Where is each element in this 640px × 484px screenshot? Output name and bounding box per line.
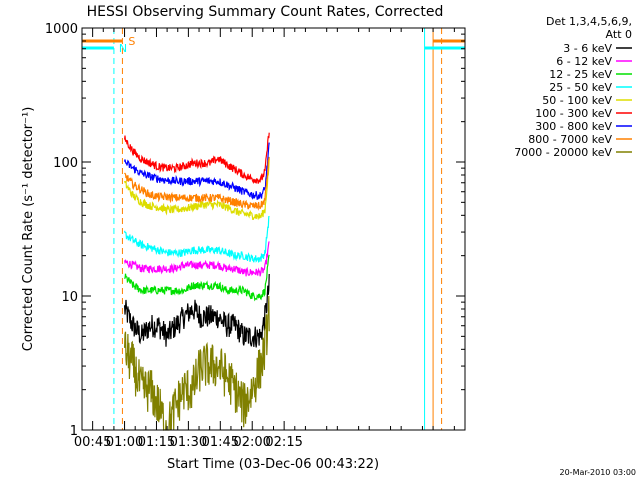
y-tick-label: 1000 [45, 22, 78, 37]
x-tick-label: 02:00 [233, 435, 270, 450]
x-axis-label: Start Time (03-Dec-06 00:43:22) [167, 457, 379, 472]
x-tick-label: 02:15 [265, 435, 302, 450]
series-line-0 [124, 273, 270, 348]
series-line-3 [124, 215, 270, 263]
series-line-5 [124, 132, 270, 185]
legend-header-line-2: Att 0 [606, 28, 632, 41]
night-flag-letter: N [119, 42, 127, 55]
legend-label: 25 - 50 keV [549, 81, 612, 94]
y-tick-label: 10 [61, 290, 78, 305]
legend-label: 7000 - 20000 keV [514, 146, 612, 159]
x-tick-label: 01:30 [170, 435, 207, 450]
series-line-6 [124, 142, 270, 201]
series-line-1 [124, 241, 270, 277]
legend-label: 50 - 100 keV [542, 94, 612, 107]
legend-label: 300 - 800 keV [535, 120, 612, 133]
x-tick-label: 01:45 [202, 435, 239, 450]
footer-timestamp: 20-Mar-2010 03:00 [560, 468, 637, 477]
x-tick-label: 00:45 [74, 435, 111, 450]
legend-label: 12 - 25 keV [549, 68, 612, 81]
series-line-7 [124, 156, 270, 211]
y-axis-label: Corrected Count Rate (s⁻¹ detector⁻¹) [21, 107, 36, 352]
series-layer [124, 132, 270, 431]
legend-header-line-1: Det 1,3,4,5,6,9, [546, 15, 632, 28]
x-tick-label: 01:15 [138, 435, 175, 450]
legend-label: 3 - 6 keV [563, 42, 612, 55]
flag-layer: SN [82, 28, 465, 430]
legend-label: 100 - 300 keV [535, 107, 612, 120]
saa-flag-letter: S [128, 35, 135, 48]
chart-title: HESSI Observing Summary Count Rates, Cor… [87, 4, 444, 20]
series-line-8 [124, 295, 270, 431]
y-tick-label: 100 [53, 156, 78, 171]
series-line-2 [124, 254, 270, 302]
x-tick-label: 01:00 [106, 435, 143, 450]
y-tick-label: 1 [70, 424, 78, 439]
legend-label: 800 - 7000 keV [528, 133, 612, 146]
legend-label: 6 - 12 keV [556, 55, 612, 68]
series-line-4 [124, 158, 270, 221]
